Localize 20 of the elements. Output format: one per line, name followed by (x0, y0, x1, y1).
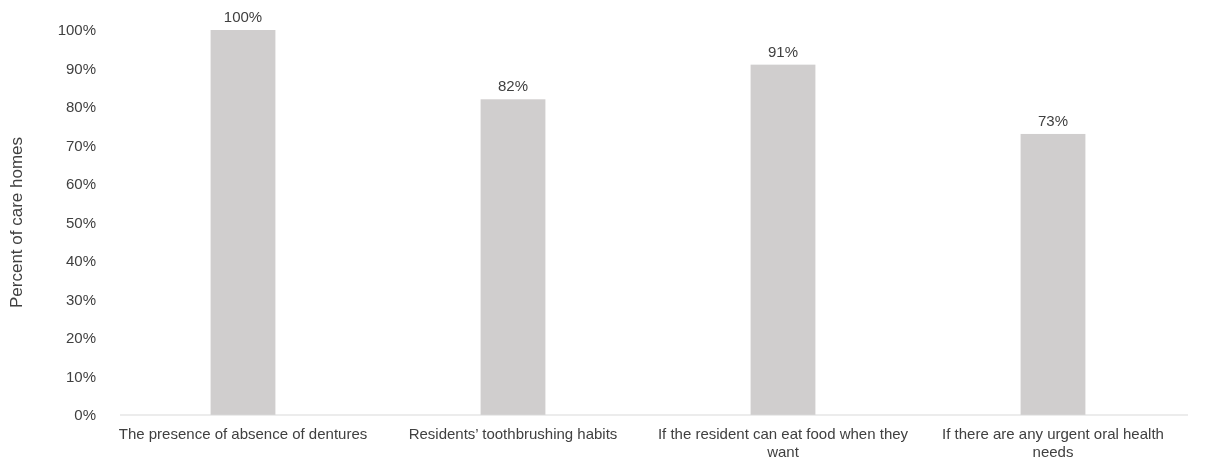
y-tick-label: 70% (65, 136, 96, 154)
y-tick-label: 100% (57, 21, 96, 39)
data-label: 73% (1037, 111, 1069, 129)
x-tick-label: If the resident can eat food when they want (657, 425, 909, 458)
y-axis-title: Percent of care homes (7, 136, 26, 309)
x-tick-label: If there are any urgent oral health needs (942, 425, 1164, 458)
x-tick-label: Residents’ toothbrushing habits (408, 425, 618, 442)
data-label: 82% (497, 77, 529, 95)
data-label: 91% (767, 42, 799, 60)
y-tick-label: 80% (65, 98, 96, 116)
y-tick-label: 20% (65, 329, 96, 347)
y-tick-label: 40% (65, 252, 96, 270)
y-tick-label: 60% (65, 175, 96, 193)
data-label: 100% (223, 8, 263, 25)
y-tick-label: 90% (65, 59, 96, 77)
y-tick-label: 0% (74, 406, 96, 424)
x-tick-label: The presence of absence of dentures (118, 425, 368, 442)
y-tick-label: 30% (65, 290, 96, 308)
y-tick-label: 50% (65, 213, 96, 231)
y-tick-label: 10% (65, 367, 96, 385)
